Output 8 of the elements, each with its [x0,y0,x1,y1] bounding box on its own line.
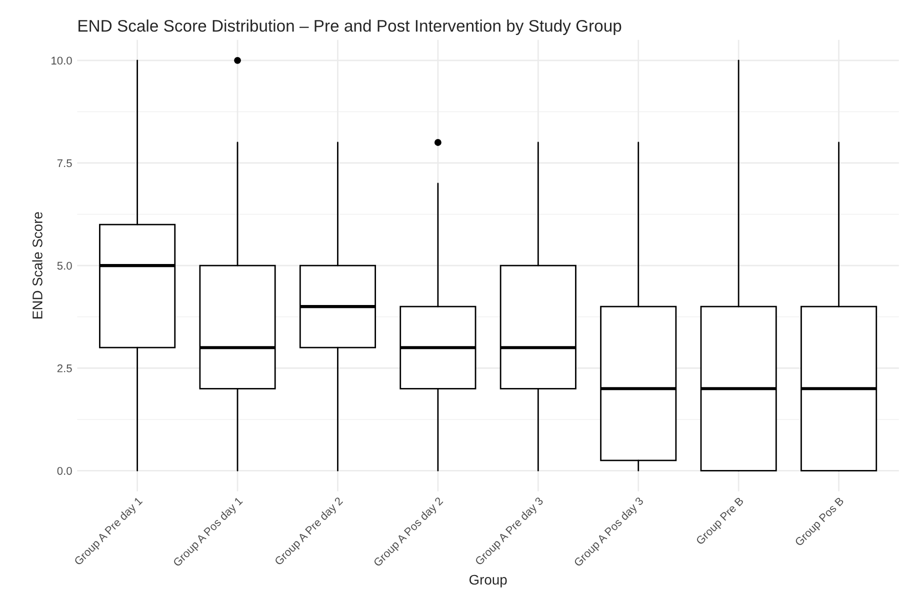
y-tick-label: 2.5 [57,364,72,372]
y-tick-label: 7.5 [57,159,72,168]
y-tick-label: 5.0 [57,262,72,270]
y-tick-label: 0.0 [57,466,72,475]
chart-title: END Scale Score Distribution – Pre and Post Intervention by Study Group [78,20,622,36]
y-axis-title: END Scale Score [32,212,42,318]
x-axis-title: Group [469,574,507,588]
y-tick-label: 10.0 [52,56,72,65]
